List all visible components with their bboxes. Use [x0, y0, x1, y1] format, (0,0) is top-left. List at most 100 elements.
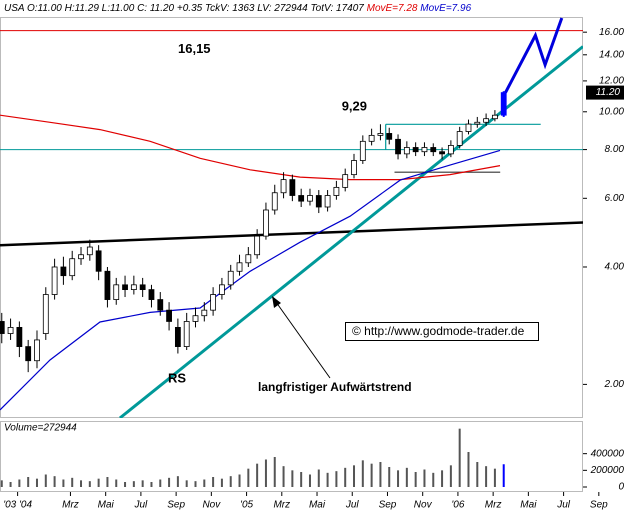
volume-bar [335, 471, 338, 487]
x-tick-label: '05 [240, 500, 253, 511]
moving-average [0, 114, 501, 181]
volume-bar [432, 472, 435, 487]
x-tick-label: Mai [309, 500, 326, 511]
x-tick-label: Jul [345, 500, 360, 511]
header-symbol: USA [4, 3, 25, 14]
x-tick-label: Jul [134, 500, 149, 511]
volume-bar [370, 463, 373, 487]
copyright: © http://www.godmode-trader.de [352, 324, 525, 338]
volume-bar [220, 478, 223, 487]
candle-body [227, 270, 234, 286]
y-tick-label: 0 [618, 482, 624, 493]
volume-bar [168, 477, 171, 487]
candle-body [412, 147, 419, 153]
y-tick-label: 8.00 [605, 144, 625, 155]
volume-bar [229, 476, 232, 487]
candle-body [492, 114, 498, 120]
volume-bar [159, 479, 162, 487]
volume-bar [485, 466, 488, 487]
volume-bar [27, 477, 30, 487]
candle-body [351, 160, 357, 176]
candle-body [342, 174, 349, 188]
header-stats: O:11.00 H:11.29 L:11.00 C: 11.20 +0.35 T… [27, 3, 364, 14]
candle-body [122, 284, 128, 291]
candle-body [236, 262, 243, 272]
plot-area [0, 17, 583, 418]
volume-bar [458, 428, 461, 487]
volume-bar [124, 482, 127, 487]
x-tick-label: Mrz [485, 500, 502, 511]
volume-bar [344, 467, 347, 487]
candle-body [439, 151, 445, 155]
volume-bar [106, 477, 109, 487]
x-tick-label: Sep [590, 500, 608, 511]
candle-body [324, 195, 331, 208]
candle-body [201, 309, 208, 317]
volume-bar [256, 463, 259, 487]
legend-entry: MovE=7.96 [420, 3, 471, 14]
volume-bar [9, 482, 12, 487]
candle-body [42, 294, 49, 334]
volume-bar [282, 466, 285, 487]
candle-body [174, 326, 181, 347]
volume-bar [53, 476, 56, 487]
volume-bar [441, 470, 444, 487]
candle-body [210, 294, 217, 311]
candle-body [0, 321, 5, 334]
x-tick-label: Jul [556, 500, 571, 511]
volume-bar [353, 465, 356, 487]
y-tick-label: 12.00 [599, 76, 624, 87]
volume-bar [493, 468, 496, 487]
x-tick-label: Sep [167, 500, 185, 511]
candle-body [474, 121, 481, 125]
volume-bar [18, 479, 21, 487]
volume-bar [414, 472, 417, 487]
volume-bar [88, 481, 91, 487]
volume-bar [449, 465, 452, 487]
volume-bar [62, 479, 65, 487]
volume-bar [185, 480, 188, 487]
volume-bar [203, 479, 206, 487]
x-tick-label: Mrz [62, 500, 79, 511]
last-price-box [586, 85, 624, 100]
candle-body [60, 266, 67, 277]
arrow-head [272, 296, 281, 308]
volume-bar [361, 460, 364, 487]
volume-bar [388, 467, 391, 487]
candle-body [166, 309, 172, 322]
volume-bar [467, 452, 470, 487]
volume-label: Volume=272944 [4, 423, 77, 434]
volume-bar [44, 474, 47, 487]
x-tick-label: '03 '04 [3, 500, 32, 511]
last-price-label: 11.20 [596, 87, 621, 98]
candle-body [315, 195, 322, 208]
candle-body [368, 134, 375, 142]
y-tick-label: 14.00 [599, 49, 624, 60]
candle-body [192, 315, 199, 322]
candle-body [307, 195, 313, 202]
x-tick-label: Mai [520, 500, 537, 511]
y-tick-label: 4.00 [605, 262, 625, 273]
y-tick-label: 10.00 [599, 106, 624, 117]
volume-bar [247, 468, 250, 487]
legend-entry: MovE=7.28 [367, 3, 418, 14]
candle-body [139, 284, 146, 291]
candle-body [263, 209, 269, 237]
candle-body [377, 133, 384, 136]
volume-bar [80, 480, 83, 487]
candle-body [430, 147, 437, 153]
trend-line [504, 17, 564, 94]
volume-bar [264, 459, 267, 487]
candle-body [333, 186, 340, 196]
arrow [275, 301, 331, 379]
volume-bar [238, 474, 241, 487]
volume-bar [326, 472, 329, 487]
volume-bar [405, 467, 408, 487]
candle-body [69, 258, 76, 277]
volume-bar [379, 462, 382, 487]
candle-body [359, 140, 366, 161]
candle-body [219, 284, 225, 295]
trend-line [0, 221, 583, 247]
x-tick-label: '06 [451, 500, 464, 511]
